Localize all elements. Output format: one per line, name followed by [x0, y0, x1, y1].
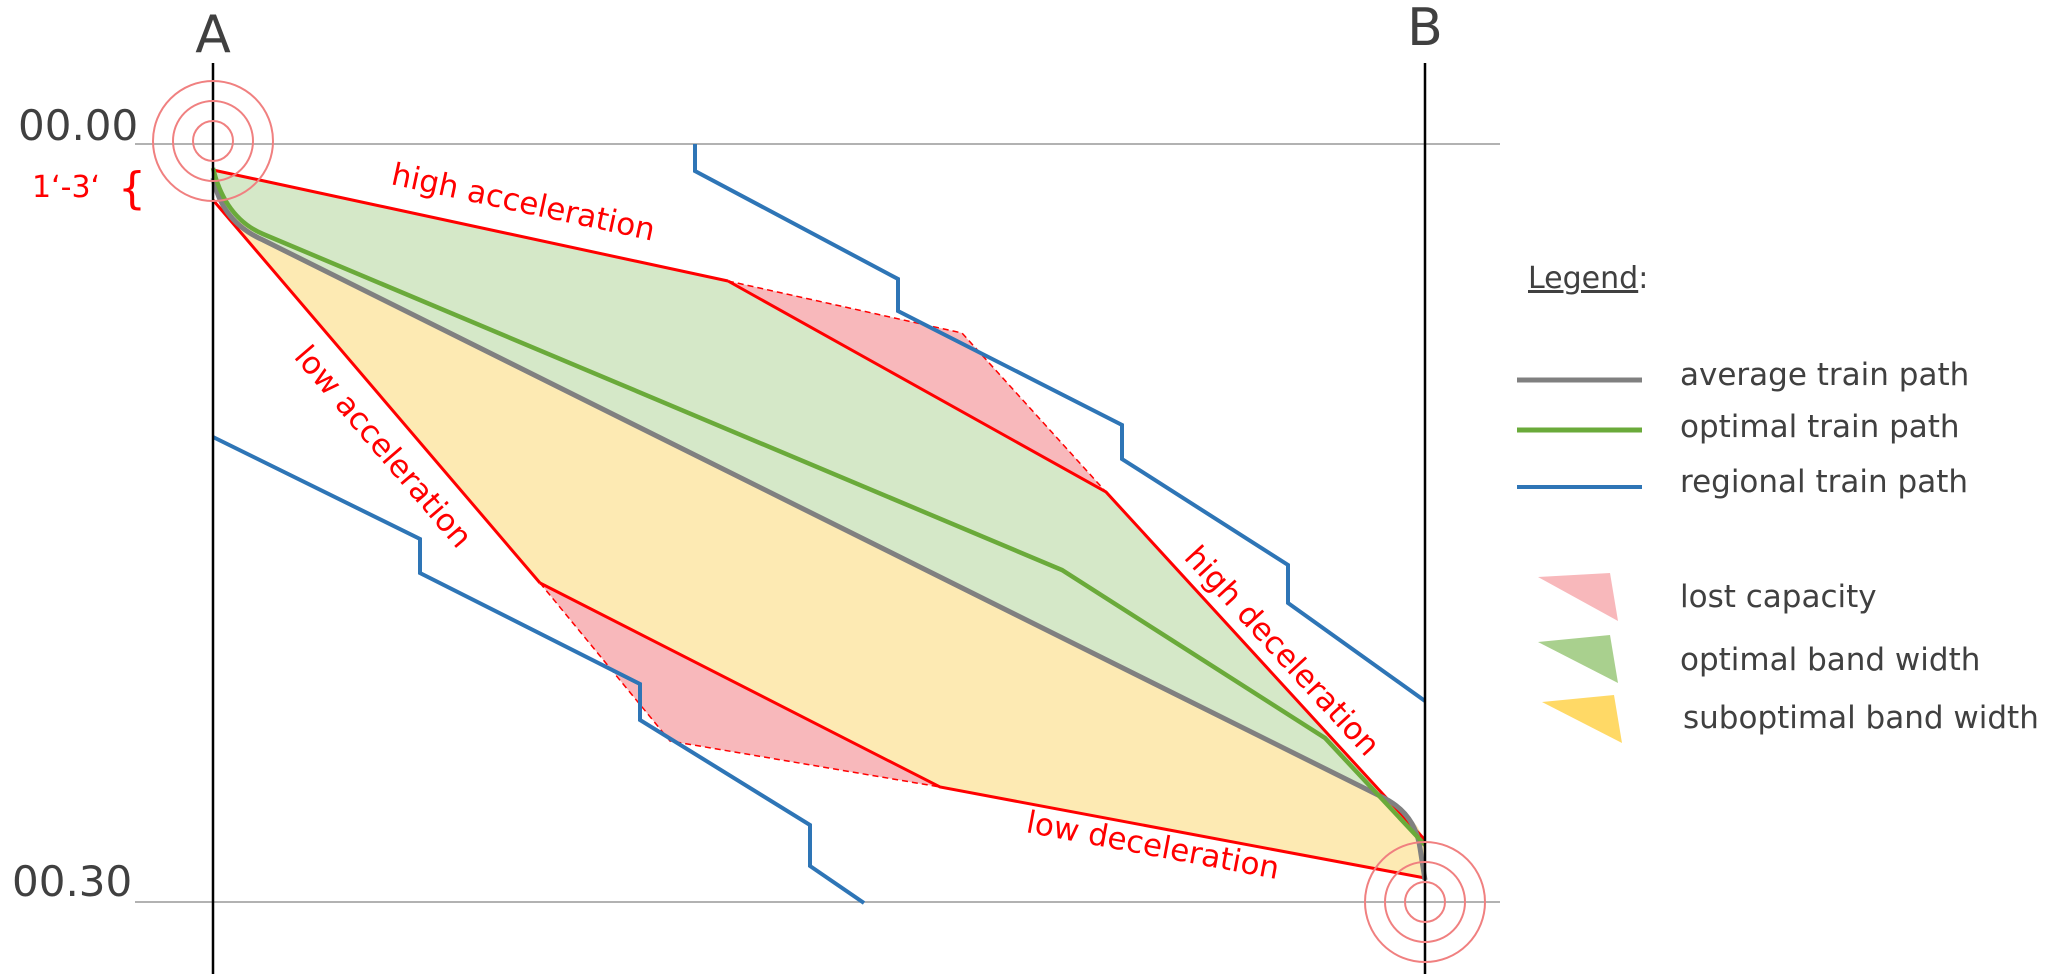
legend: Legend: average train path optimal train… [1517, 261, 2039, 743]
regional-train-path-lower [212, 435, 866, 905]
end-circle-marker [1364, 841, 1486, 963]
high-acceleration-line [212, 168, 729, 283]
legend-label-optimal: optimal train path [1680, 409, 1960, 445]
headway-note: 1‘-3‘ [32, 170, 100, 205]
station-label-a: A [195, 5, 231, 65]
start-circle-marker [152, 80, 274, 202]
optimal-train-path [210, 167, 1427, 847]
legend-swatch-lost-capacity [1538, 573, 1618, 621]
legend-label-lost-capacity: lost capacity [1680, 579, 1877, 615]
suboptimal-band-area [213, 200, 1425, 878]
legend-swatch-suboptimal-band [1542, 695, 1622, 743]
regional-train-path-upper [693, 144, 1427, 703]
legend-title: Legend: [1528, 261, 1648, 296]
legend-title-text: Legend [1528, 261, 1638, 296]
time-label-end: 00.30 [12, 857, 132, 906]
station-label-b: B [1407, 0, 1443, 58]
legend-title-colon: : [1638, 261, 1648, 296]
legend-label-optimal-band: optimal band width [1680, 642, 1980, 678]
headway-brace-icon: { [118, 163, 146, 214]
lost-capacity-border-upper [727, 280, 1107, 493]
legend-label-average: average train path [1680, 357, 1969, 393]
time-label-start: 00.00 [18, 101, 138, 150]
lost-capacity-border-lower [539, 582, 941, 788]
legend-swatch-optimal-band [1538, 635, 1618, 683]
low-acceleration-line [211, 199, 542, 584]
average-train-path [210, 177, 1428, 881]
high-deceleration-line [727, 279, 1427, 842]
legend-label-regional: regional train path [1680, 464, 1968, 500]
optimal-band-area [213, 170, 1425, 840]
legend-label-suboptimal-band: suboptimal band width [1683, 700, 2039, 736]
low-deceleration-line [539, 581, 1426, 880]
